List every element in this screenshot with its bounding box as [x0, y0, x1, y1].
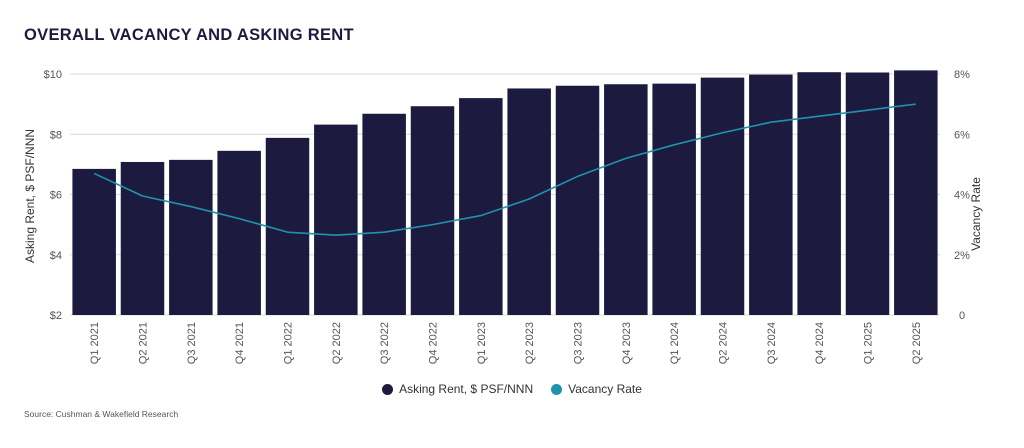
x-tick-label: Q1 2021 — [89, 322, 101, 364]
legend-item-vacancy-rate[interactable]: Vacancy Rate — [551, 382, 642, 396]
chart-canvas: $2 $4 $6 $8 $10 0 2% 4% 6% 8% Q1 2021 Q2 2021 Q3 202… — [23, 69, 983, 364]
bar-asking-rent — [555, 85, 600, 315]
legend-item-asking-rent[interactable]: Asking Rent, $ PSF/NNN — [382, 382, 533, 396]
y-axis-left-label: Asking Rent, $ PSF/NNN — [23, 129, 37, 263]
bar-asking-rent — [217, 150, 261, 315]
bar-layer — [72, 70, 938, 316]
bar-asking-rent — [797, 72, 841, 315]
bar-asking-rent — [604, 84, 648, 316]
tick-layer: $2 $4 $6 $8 $10 0 2% 4% 6% 8% Q1 2021 Q2 2021 Q3 202… — [44, 69, 971, 364]
x-tick-label: Q3 2022 — [379, 322, 391, 364]
x-tick-label: Q4 2022 — [428, 322, 440, 364]
x-tick-label: Q2 2023 — [524, 322, 536, 364]
bar-asking-rent — [749, 74, 793, 315]
y-right-tick-label: 6% — [954, 129, 970, 141]
y-axis-right-label: Vacancy Rate — [969, 177, 983, 251]
x-tick-label: Q1 2025 — [863, 322, 875, 364]
x-tick-label: Q4 2024 — [814, 322, 826, 364]
bar-asking-rent — [169, 159, 213, 315]
y-right-tick-label: 0 — [959, 310, 965, 322]
line-layer — [93, 103, 916, 236]
bar-asking-rent — [700, 77, 745, 316]
y-left-tick-label: $8 — [50, 129, 62, 141]
legend-marker-asking-rent — [382, 383, 394, 395]
bar-asking-rent — [652, 83, 696, 315]
x-tick-label: Q4 2021 — [234, 322, 246, 364]
source-note: Source: Cushman & Wakefield Research — [24, 409, 179, 419]
x-tick-label: Q2 2025 — [911, 322, 923, 364]
x-tick-label: Q3 2024 — [766, 322, 778, 364]
y-left-tick-label: $6 — [50, 190, 62, 202]
legend: Asking Rent, $ PSF/NNN Vacancy Rate — [0, 382, 1024, 396]
x-tick-label: Q4 2023 — [621, 322, 633, 364]
y-right-tick-label: 8% — [954, 69, 970, 81]
bar-asking-rent — [362, 113, 406, 315]
legend-marker-vacancy-rate — [551, 383, 563, 395]
bar-asking-rent — [894, 70, 938, 315]
bar-asking-rent — [120, 161, 165, 315]
y-right-tick-label: 2% — [954, 250, 970, 262]
line-vacancy-rate — [93, 103, 916, 236]
chart-title: OVERALL VACANCY AND ASKING RENT — [24, 26, 354, 44]
bar-asking-rent — [265, 137, 310, 315]
bar-asking-rent — [845, 72, 890, 316]
legend-label-asking-rent: Asking Rent, $ PSF/NNN — [399, 382, 534, 396]
grid-layer — [70, 73, 940, 316]
x-tick-label: Q3 2021 — [186, 322, 198, 364]
legend-label-vacancy-rate: Vacancy Rate — [568, 382, 642, 396]
y-right-tick-label: 4% — [954, 190, 970, 202]
x-tick-label: Q2 2022 — [331, 322, 343, 364]
x-tick-label: Q2 2021 — [138, 322, 150, 364]
bar-asking-rent — [314, 124, 358, 315]
bar-asking-rent — [72, 168, 116, 315]
x-tick-label: Q2 2024 — [718, 322, 730, 364]
y-left-tick-label: $2 — [50, 310, 62, 322]
x-tick-label: Q3 2023 — [573, 322, 585, 364]
bar-asking-rent — [459, 98, 503, 315]
bar-asking-rent — [410, 106, 455, 315]
x-tick-label: Q1 2022 — [283, 322, 295, 364]
y-left-tick-label: $4 — [50, 250, 62, 262]
x-tick-label: Q1 2023 — [476, 322, 488, 364]
bar-asking-rent — [507, 88, 551, 316]
x-tick-label: Q1 2024 — [669, 322, 681, 364]
y-left-tick-label: $10 — [44, 69, 62, 81]
